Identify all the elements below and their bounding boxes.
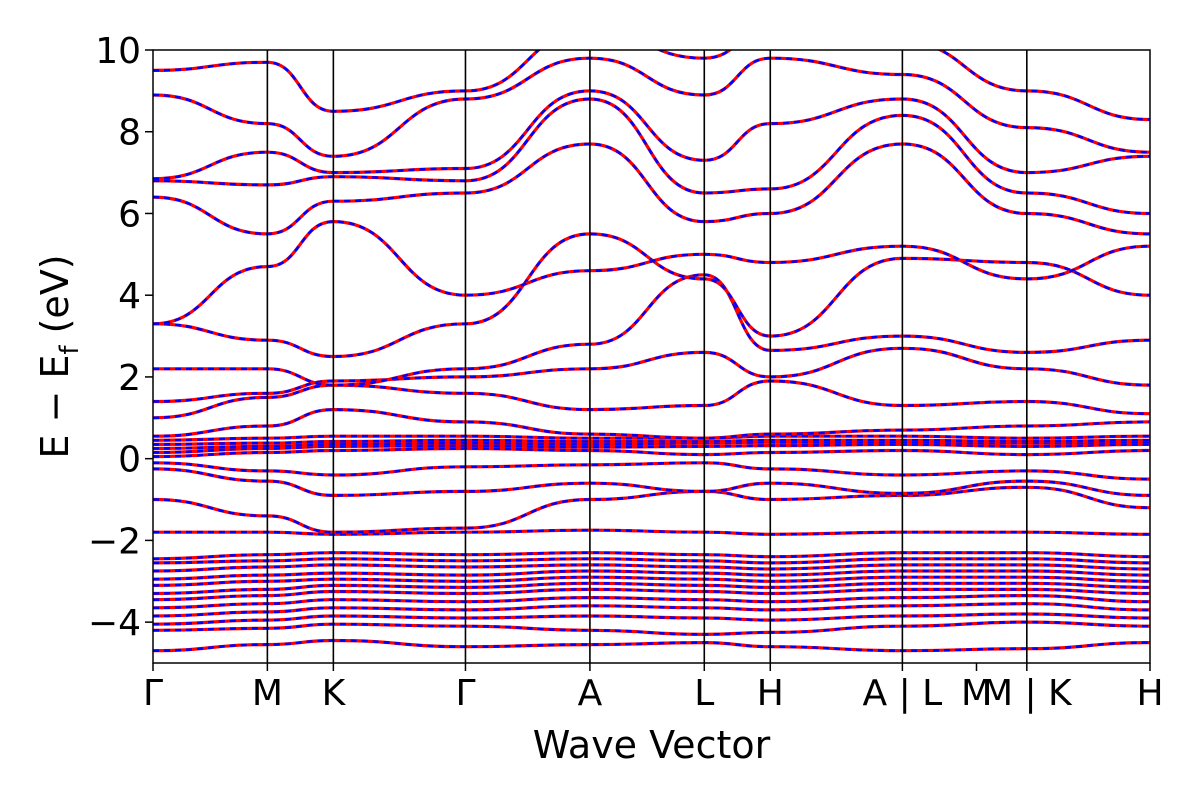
band-line-9-dashed — [153, 563, 1150, 573]
band-line-29-solid — [153, 89, 1150, 181]
band-line-18-dashed — [153, 440, 1150, 450]
band-line-12-dashed — [153, 528, 1150, 536]
x-axis-title: Wave Vector — [533, 723, 771, 767]
band-line-19-dashed — [153, 438, 1150, 446]
band-line-24-dashed — [153, 273, 1150, 387]
band-line-11-dashed — [153, 551, 1150, 561]
band-line-20-dashed — [153, 434, 1150, 442]
y-ticks: 10 8 6 4 2 0 −2 −4 — [88, 31, 153, 644]
band-line-21-dashed — [153, 408, 1150, 440]
x-tick-label-4: A — [578, 673, 603, 714]
y-tick-label-4: 2 — [118, 358, 141, 399]
y-tick-label-7: −4 — [88, 603, 141, 644]
kpoint-lines — [266, 50, 1028, 663]
x-tick-label-8: M | K — [982, 673, 1073, 714]
band-line-16-dashed — [153, 447, 1150, 458]
band-line-30-dashed — [153, 56, 1150, 158]
bands-layer — [153, 50, 1150, 653]
band-line-26-solid — [153, 219, 1150, 326]
band-line-21-solid — [153, 407, 1150, 440]
x-tick-label-5: L — [694, 673, 714, 714]
x-tick-label-3: Γ — [455, 673, 475, 714]
y-tick-label-6: −2 — [88, 521, 141, 562]
band-line-17-dashed — [153, 443, 1150, 454]
y-tick-label-2: 6 — [118, 194, 141, 235]
band-line-3-dashed — [153, 602, 1150, 618]
band-line-14-dashed — [153, 467, 1150, 497]
band-line-31-solid — [153, 50, 1150, 122]
band-line-28-solid — [153, 97, 1150, 216]
band-line-28-dashed — [153, 97, 1150, 215]
band-line-8-dashed — [153, 569, 1150, 581]
band-line-29-dashed — [153, 89, 1150, 180]
y-axis-title-unit: (eV) — [33, 254, 77, 345]
x-tick-label-10: M — [961, 673, 992, 714]
x-tick-label-2: K — [322, 673, 347, 714]
y-axis-title-main: E − E — [33, 355, 77, 459]
band-line-26-dashed — [153, 220, 1150, 326]
band-line-13-dashed — [153, 485, 1150, 534]
band-line-15-dashed — [153, 461, 1150, 481]
band-line-10-dashed — [153, 557, 1150, 565]
x-tick-label-0: Γ — [143, 673, 163, 714]
band-line-25-solid — [153, 232, 1150, 359]
band-line-6-dashed — [153, 581, 1150, 595]
y-axis-title-sub: f — [55, 345, 85, 355]
band-line-0-dashed — [153, 639, 1150, 653]
x-tick-label-7: A | L — [863, 673, 943, 714]
y-axis-title: E − Ef (eV) — [33, 254, 85, 458]
band-line-23-dashed — [153, 346, 1150, 403]
band-line-23-solid — [153, 346, 1150, 404]
plot-frame — [152, 49, 1151, 664]
band-line-2-dashed — [153, 612, 1150, 626]
band-line-27-dashed — [153, 142, 1150, 236]
x-tick-label-9: H — [1136, 673, 1163, 714]
y-tick-label-0: 10 — [95, 31, 141, 72]
band-line-4-dashed — [153, 594, 1150, 610]
band-line-31-dashed — [153, 50, 1150, 121]
y-tick-label-5: 0 — [118, 440, 141, 481]
band-line-25-dashed — [153, 232, 1150, 358]
band-line-1-dashed — [153, 620, 1150, 636]
band-line-22-dashed — [153, 379, 1150, 420]
y-tick-label-1: 8 — [118, 113, 141, 154]
y-tick-label-3: 4 — [118, 276, 141, 317]
x-tick-label-6: H — [757, 673, 784, 714]
band-line-7-dashed — [153, 575, 1150, 587]
band-line-5-dashed — [153, 588, 1150, 601]
x-tick-label-1: M — [252, 673, 283, 714]
